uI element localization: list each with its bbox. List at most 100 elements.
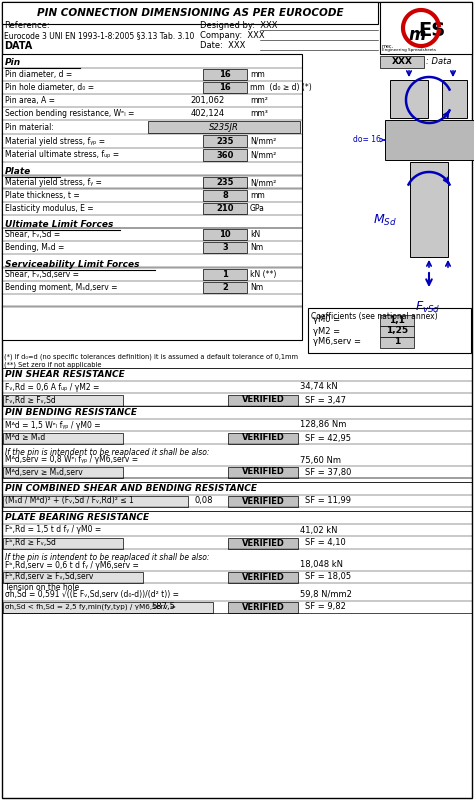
Text: PLATE BEARING RESISTANCE: PLATE BEARING RESISTANCE — [5, 513, 149, 522]
Text: 8: 8 — [222, 191, 228, 200]
Text: γM2 =: γM2 = — [313, 326, 340, 335]
Text: Material ultimate stress, fᵤₚ =: Material ultimate stress, fᵤₚ = — [5, 150, 119, 159]
Text: mec.: mec. — [382, 44, 394, 49]
Bar — [203, 69, 247, 80]
Text: Bending moment, Mₛd,serv =: Bending moment, Mₛd,serv = — [5, 283, 118, 292]
Bar — [380, 326, 414, 337]
Text: Fᵇ,Rd ≥ Fᵥ,Sd: Fᵇ,Rd ≥ Fᵥ,Sd — [5, 538, 56, 547]
Bar — [228, 602, 298, 613]
Text: kN (**): kN (**) — [250, 270, 276, 279]
Text: If the pin is intendent to be reaplaced it shall be also:: If the pin is intendent to be reaplaced … — [5, 448, 210, 457]
Bar — [2, 2, 378, 24]
Text: Bending, Mₛd =: Bending, Mₛd = — [5, 243, 64, 252]
Text: 1: 1 — [394, 338, 400, 346]
Text: Mᴬd = 1,5 Wᵉₗ fᵧₚ / γM0 =: Mᴬd = 1,5 Wᵉₗ fᵧₚ / γM0 = — [5, 421, 100, 430]
Text: $M_{Sd}$: $M_{Sd}$ — [373, 213, 397, 227]
Text: Coefficients (see national annex): Coefficients (see national annex) — [311, 312, 438, 321]
Text: γM6,serv =: γM6,serv = — [313, 338, 361, 346]
Bar — [203, 82, 247, 93]
Text: (*) If d₀=d (no specific tolerances definition) it is assumed a default toleranc: (*) If d₀=d (no specific tolerances defi… — [4, 353, 298, 359]
Text: ES: ES — [418, 22, 445, 41]
Text: 210: 210 — [216, 204, 234, 213]
Bar — [410, 162, 448, 257]
Text: VERIFIED: VERIFIED — [242, 602, 284, 611]
Text: VERIFIED: VERIFIED — [242, 434, 284, 442]
Text: Fᵇ,Rd,serv ≥ Fᵥ,Sd,serv: Fᵇ,Rd,serv ≥ Fᵥ,Sd,serv — [5, 573, 93, 582]
Text: 16: 16 — [219, 70, 231, 79]
Text: 0,08: 0,08 — [195, 497, 213, 506]
Text: N/mm²: N/mm² — [250, 150, 276, 159]
Bar — [390, 80, 428, 118]
Text: 402,124: 402,124 — [191, 109, 225, 118]
Text: Plate: Plate — [5, 167, 31, 176]
Text: If the pin is intendent to be reaplaced it shall be also:: If the pin is intendent to be reaplaced … — [5, 553, 210, 562]
Text: Pin area, A =: Pin area, A = — [5, 96, 55, 105]
Text: m: m — [408, 26, 425, 44]
Bar — [3, 602, 213, 613]
Bar — [385, 120, 474, 160]
Text: SF = 3,47: SF = 3,47 — [305, 395, 346, 405]
Text: Mᴬd,serv = 0,8 Wᵉₗ fᵧₚ / γM6,serv =: Mᴬd,serv = 0,8 Wᵉₗ fᵧₚ / γM6,serv = — [5, 455, 138, 465]
Text: 2: 2 — [222, 283, 228, 292]
Text: Plate thickness, t =: Plate thickness, t = — [5, 191, 80, 200]
Text: (**) Set zero if not applicable: (**) Set zero if not applicable — [4, 361, 101, 367]
Text: SF = 37,80: SF = 37,80 — [305, 467, 351, 477]
Bar — [203, 177, 247, 188]
Text: 1: 1 — [222, 270, 228, 279]
Text: 235: 235 — [216, 178, 234, 187]
Bar — [148, 121, 300, 133]
Text: 75,60 Nm: 75,60 Nm — [300, 455, 341, 465]
Text: Tension on the hole: Tension on the hole — [5, 583, 79, 592]
Text: 1,1: 1,1 — [389, 315, 405, 325]
Bar — [203, 190, 247, 201]
Text: VERIFIED: VERIFIED — [242, 395, 284, 405]
Bar — [3, 395, 123, 406]
Text: Material yield stress, fᵧₚ =: Material yield stress, fᵧₚ = — [5, 137, 105, 146]
Text: SF = 4,10: SF = 4,10 — [305, 538, 346, 547]
Text: Elasticity modulus, E =: Elasticity modulus, E = — [5, 204, 94, 213]
Text: Ultimate Limit Forces: Ultimate Limit Forces — [5, 220, 113, 229]
Text: kN: kN — [250, 230, 260, 239]
Bar — [228, 467, 298, 478]
Text: Fᵇ,Rd,serv = 0,6 t d fᵧ / γM6,serv =: Fᵇ,Rd,serv = 0,6 t d fᵧ / γM6,serv = — [5, 561, 139, 570]
Text: SF = 11,99: SF = 11,99 — [305, 497, 351, 506]
Bar — [203, 203, 247, 214]
Text: do= 16: do= 16 — [353, 135, 381, 145]
Text: VERIFIED: VERIFIED — [242, 538, 284, 547]
Bar — [203, 229, 247, 240]
Bar — [228, 572, 298, 583]
Bar — [228, 538, 298, 549]
Text: Company:  XXX: Company: XXX — [200, 31, 264, 41]
Text: Shear, Fᵥ,Sd =: Shear, Fᵥ,Sd = — [5, 230, 60, 239]
Text: Eurocode 3 UNI EN 1993-1-8:2005 §3.13 Tab. 3.10: Eurocode 3 UNI EN 1993-1-8:2005 §3.13 Ta… — [4, 31, 194, 41]
Text: 3: 3 — [222, 243, 228, 252]
Bar — [228, 395, 298, 406]
Text: γM0 =: γM0 = — [313, 315, 340, 325]
Bar — [3, 538, 123, 549]
Bar — [228, 496, 298, 507]
Text: VERIFIED: VERIFIED — [242, 467, 284, 477]
Text: Pin material:: Pin material: — [5, 122, 54, 131]
Text: 201,062: 201,062 — [191, 96, 225, 105]
Bar — [3, 572, 143, 583]
Text: SF = 18,05: SF = 18,05 — [305, 573, 351, 582]
Text: Nm: Nm — [250, 243, 263, 252]
Text: 16: 16 — [219, 83, 231, 92]
Bar — [380, 56, 424, 68]
Bar — [380, 337, 414, 348]
Text: 235: 235 — [216, 137, 234, 146]
Text: PIN CONNECTION DIMENSIONING AS PER EUROCODE: PIN CONNECTION DIMENSIONING AS PER EUROC… — [36, 8, 343, 18]
Text: Designed by:  XXX: Designed by: XXX — [200, 22, 277, 30]
Bar — [308, 308, 471, 353]
Text: N/mm²: N/mm² — [250, 137, 276, 146]
Bar — [3, 467, 123, 478]
Text: Mᴬd,serv ≥ Mₛd,serv: Mᴬd,serv ≥ Mₛd,serv — [5, 467, 83, 477]
Bar — [2, 54, 302, 340]
Text: mm  (d₀ ≥ d) (*): mm (d₀ ≥ d) (*) — [250, 83, 312, 92]
Text: DATA: DATA — [4, 41, 32, 51]
Bar — [3, 496, 188, 507]
Text: mm: mm — [250, 70, 265, 79]
Text: Pin hole diameter, d₀ =: Pin hole diameter, d₀ = — [5, 83, 94, 92]
Text: 34,74 kN: 34,74 kN — [300, 382, 338, 391]
Text: Shear, Fᵥ,Sd,serv =: Shear, Fᵥ,Sd,serv = — [5, 270, 79, 279]
